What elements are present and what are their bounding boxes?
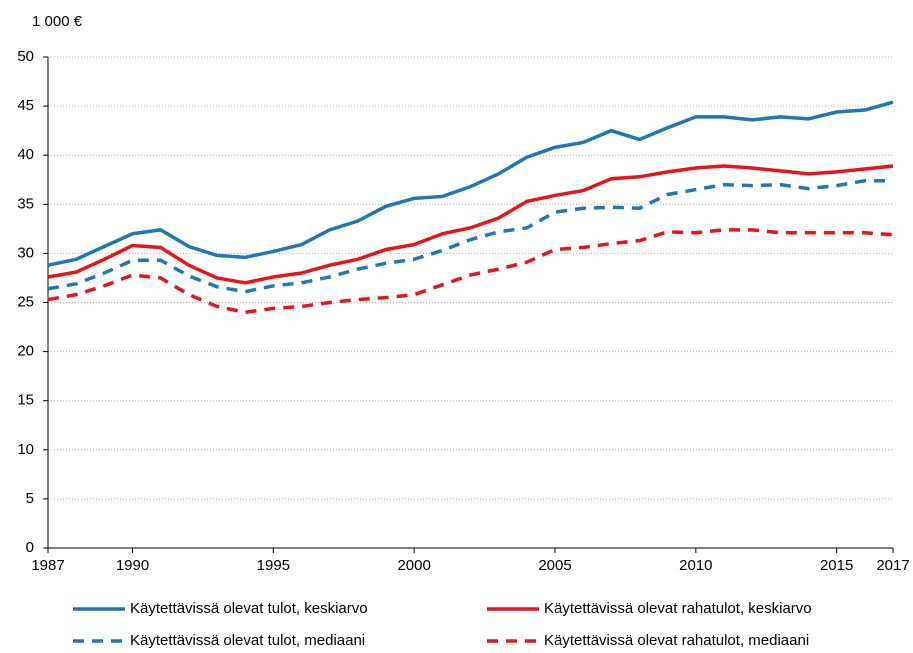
x-tick-label: 2005 bbox=[538, 557, 571, 574]
legend-label: Käytettävissä olevat rahatulot, keskiarv… bbox=[544, 600, 812, 617]
y-tick-label: 30 bbox=[17, 244, 34, 261]
x-tick-label: 1995 bbox=[257, 557, 290, 574]
series-line bbox=[47, 164, 894, 285]
series-line bbox=[47, 100, 894, 267]
y-tick-label: 20 bbox=[17, 343, 34, 360]
y-tick-label: 15 bbox=[17, 392, 34, 409]
series-line bbox=[47, 228, 894, 315]
y-tick-label: 45 bbox=[17, 97, 34, 114]
legend-label: Käytettävissä olevat tulot, mediaani bbox=[130, 632, 365, 649]
y-tick-label: 25 bbox=[17, 293, 34, 310]
x-tick-label: 1987 bbox=[31, 557, 64, 574]
y-tick-label: 40 bbox=[17, 146, 34, 163]
y-tick-label: 35 bbox=[17, 195, 34, 212]
x-tick-label: 2000 bbox=[397, 557, 430, 574]
x-tick-label: 2017 bbox=[876, 557, 909, 574]
y-tick-label: 50 bbox=[17, 48, 34, 65]
x-tick-label: 2010 bbox=[679, 557, 712, 574]
y-unit-label: 1 000 € bbox=[32, 13, 83, 30]
y-tick-label: 5 bbox=[26, 490, 34, 507]
legend-label: Käytettävissä olevat rahatulot, mediaani bbox=[544, 632, 809, 649]
series-line bbox=[47, 178, 893, 294]
y-tick-label: 10 bbox=[17, 441, 34, 458]
legend-label: Käytettävissä olevat tulot, keskiarvo bbox=[130, 600, 368, 617]
x-tick-label: 1990 bbox=[116, 557, 149, 574]
x-tick-label: 2015 bbox=[820, 557, 853, 574]
y-tick-label: 0 bbox=[26, 539, 34, 556]
